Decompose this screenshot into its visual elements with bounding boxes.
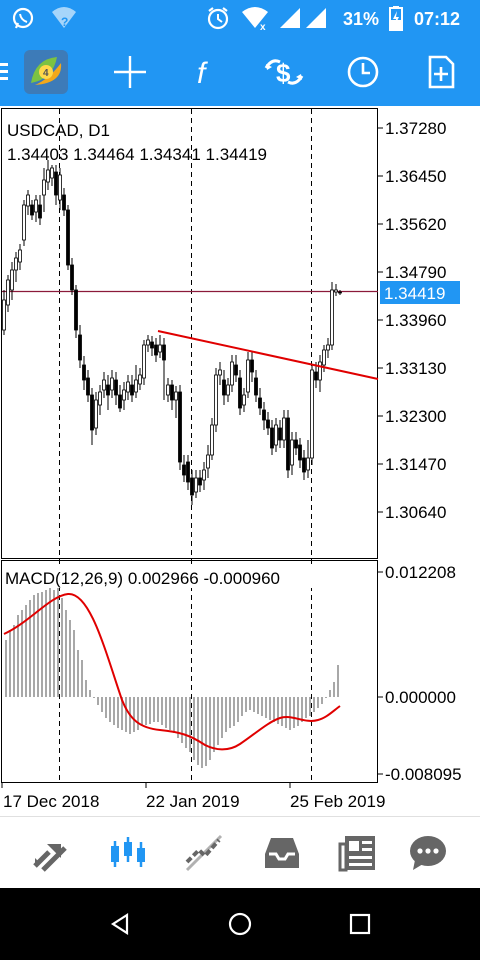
system-navigation-bar <box>0 888 480 960</box>
app-toolbar: 4 f $ <box>0 38 480 106</box>
price-tick-label: 1.32300 <box>385 407 446 426</box>
history-icon[interactable] <box>256 827 308 879</box>
battery-charging-icon <box>388 0 404 38</box>
news-icon[interactable] <box>332 827 384 879</box>
price-tick-label: 1.31470 <box>385 455 446 474</box>
price-tick-label: 1.33960 <box>385 311 446 330</box>
trade-icon[interactable]: $ <box>258 46 310 98</box>
svg-text:4: 4 <box>43 68 49 79</box>
cell-signal-icon <box>278 0 330 38</box>
alarm-icon <box>205 0 231 38</box>
macd-tick-label: 0.012208 <box>385 563 456 582</box>
chart-icon[interactable] <box>102 827 154 879</box>
date-label: 17 Dec 2018 <box>3 792 99 811</box>
quotes-icon[interactable] <box>24 827 76 879</box>
price-tick-label: 1.36450 <box>385 167 446 186</box>
symbol-label: USDCAD, D1 <box>7 121 110 140</box>
clock-time: 07:12 <box>414 9 461 29</box>
current-price-badge <box>380 281 460 304</box>
macd-tick-label: 0.000000 <box>385 688 456 707</box>
metatrader-logo[interactable]: 4 <box>20 46 72 98</box>
status-bar: ? x 31% 07:12 <box>0 0 480 38</box>
macd-chart-frame <box>1 560 378 783</box>
macd-label: MACD(12,26,9) 0.002966 -0.000960 <box>5 569 280 588</box>
svg-text:f: f <box>197 57 208 90</box>
menu-icon[interactable] <box>0 46 18 98</box>
wifi-signal-icon: x <box>240 0 270 38</box>
ohlc-label: 1.34403 1.34464 1.34341 1.34419 <box>7 145 267 164</box>
trade-icon[interactable] <box>178 827 230 879</box>
whatsapp-icon <box>10 0 36 38</box>
candlesticks <box>2 160 342 505</box>
crosshair-icon[interactable] <box>104 46 156 98</box>
battery-percent: 31% <box>343 9 380 29</box>
indicators-icon[interactable]: f <box>180 46 232 98</box>
recents-button[interactable] <box>340 904 380 944</box>
price-tick-label: 1.34790 <box>385 263 446 282</box>
trend-line[interactable] <box>157 330 379 380</box>
wifi-question-icon: ? <box>50 0 78 38</box>
svg-text:?: ? <box>61 15 68 29</box>
home-button[interactable] <box>220 904 260 944</box>
price-tick-label: 1.33130 <box>385 359 446 378</box>
bottom-navigation <box>0 816 480 889</box>
back-button[interactable] <box>100 904 140 944</box>
price-chart-frame <box>1 108 378 559</box>
macd-signal-line <box>3 592 341 751</box>
new-order-icon[interactable] <box>415 46 467 98</box>
price-axis <box>377 127 383 513</box>
date-axis <box>1 782 291 788</box>
svg-text:$: $ <box>276 58 291 88</box>
current-price-label: 1.34419 <box>384 284 445 303</box>
price-tick-label: 1.37280 <box>385 119 446 138</box>
price-tick-label: 1.35620 <box>385 215 446 234</box>
macd-tick-label: -0.008095 <box>385 765 462 784</box>
date-label: 25 Feb 2019 <box>290 792 385 811</box>
macd-axis <box>377 571 383 775</box>
svg-text:x: x <box>260 22 266 33</box>
chat-icon[interactable] <box>402 827 454 879</box>
price-tick-label: 1.30640 <box>385 503 446 522</box>
chart-area[interactable]: 1.37280 1.36450 1.35620 1.34790 1.33960 … <box>0 106 480 816</box>
macd-histogram <box>5 588 339 768</box>
date-label: 22 Jan 2019 <box>146 792 240 811</box>
timeframe-icon[interactable] <box>337 46 389 98</box>
macd-label-bg <box>4 566 324 588</box>
